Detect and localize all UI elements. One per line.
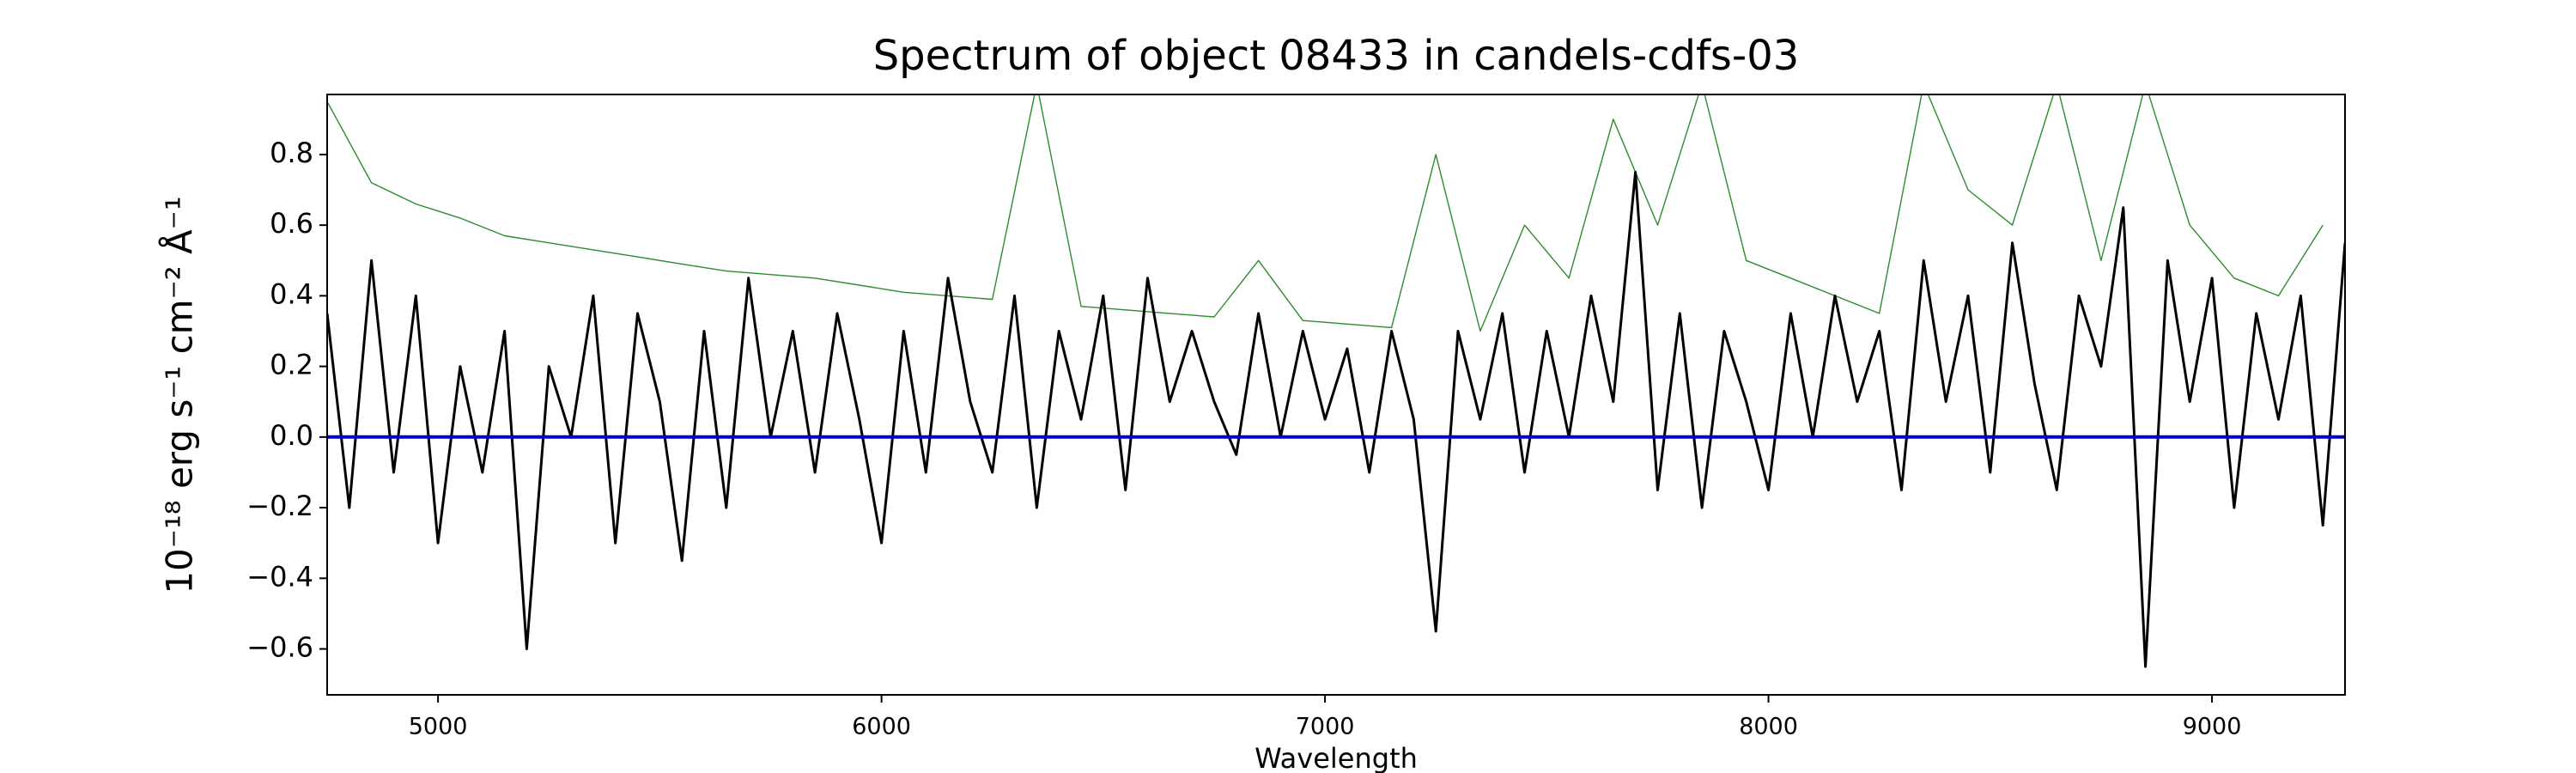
chart-title: Spectrum of object 08433 in candels-cdfs…	[873, 32, 1800, 80]
y-tick-label: 0.4	[270, 277, 313, 310]
y-tick-label: 0.6	[270, 207, 313, 240]
y-tick-label: 0.0	[270, 419, 313, 452]
x-tick-label: 8000	[1739, 714, 1798, 740]
x-tick-label: 6000	[852, 714, 911, 740]
axes-frame	[326, 94, 2346, 696]
x-tick-label: 7000	[1296, 714, 1355, 740]
y-tick-label: −0.6	[246, 631, 313, 664]
plot-area	[327, 94, 2345, 668]
x-tick-label: 5000	[409, 714, 468, 740]
y-tick-label: 0.8	[270, 137, 313, 169]
y-tick-label: 0.2	[270, 349, 313, 381]
spectrum-line	[327, 94, 2324, 332]
x-axis-label: Wavelength	[1255, 742, 1418, 773]
y-tick-label: −0.2	[246, 490, 313, 522]
x-tick-label: 9000	[2183, 714, 2242, 740]
y-axis-label: 10⁻¹⁸ erg s⁻¹ cm⁻² Å⁻¹	[158, 196, 201, 593]
spectrum-line	[327, 171, 2345, 668]
y-tick-label: −0.4	[246, 560, 313, 593]
